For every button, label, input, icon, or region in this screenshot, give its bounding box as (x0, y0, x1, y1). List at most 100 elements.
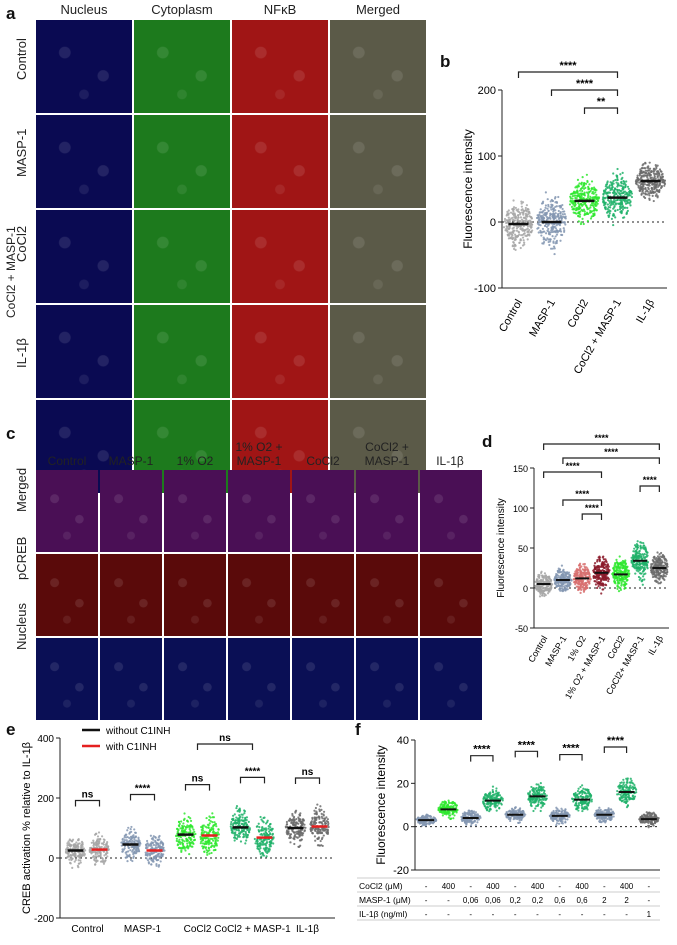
data-point (105, 846, 108, 849)
data-point (461, 812, 465, 815)
data-point (564, 223, 567, 226)
data-point (636, 545, 639, 548)
data-point (642, 175, 645, 178)
data-point (541, 594, 544, 597)
data-point (531, 229, 534, 232)
data-point (559, 204, 562, 207)
data-point (526, 210, 529, 213)
data-point (519, 211, 522, 215)
y-tick-label: 100 (478, 151, 496, 163)
data-point (542, 209, 545, 213)
data-point (316, 828, 319, 831)
data-point (663, 184, 666, 187)
data-point (638, 566, 641, 569)
data-point (441, 814, 444, 817)
data-point (612, 172, 615, 175)
data-point (534, 585, 537, 588)
data-point (469, 824, 473, 827)
micrograph-tile (134, 20, 230, 113)
micrograph-tile (330, 20, 426, 113)
data-point (264, 850, 268, 853)
data-point (659, 581, 663, 584)
data-point (294, 809, 298, 812)
data-point (514, 206, 517, 210)
data-point (536, 227, 539, 230)
data-point (526, 208, 530, 211)
data-point (576, 186, 579, 189)
data-point (90, 851, 93, 854)
data-point (202, 831, 205, 834)
data-point (476, 821, 479, 824)
data-point (551, 215, 554, 218)
col-title-cytoplasm: Cytoplasm (151, 2, 213, 17)
data-point (452, 809, 455, 812)
data-point (269, 842, 272, 845)
data-point (529, 225, 532, 228)
data-point (156, 838, 159, 841)
data-point (655, 564, 658, 567)
data-point (207, 847, 210, 850)
data-point (646, 564, 649, 567)
data-point (596, 569, 599, 572)
data-point (637, 184, 640, 187)
data-point (541, 576, 544, 579)
data-point (512, 247, 516, 251)
data-point (653, 557, 656, 560)
data-point (577, 202, 580, 205)
data-point (455, 804, 458, 807)
data-point (647, 166, 650, 170)
data-point (552, 218, 555, 221)
significance-bracket (517, 71, 619, 78)
significance-bracket (562, 499, 603, 506)
data-point (642, 542, 645, 545)
data-point (653, 167, 656, 170)
data-point (632, 550, 635, 553)
data-point (625, 180, 628, 183)
data-point (526, 227, 529, 230)
significance-label: **** (135, 784, 151, 795)
data-point (94, 863, 97, 866)
panel-label-c: c (6, 424, 16, 443)
significance-label: **** (575, 489, 590, 499)
data-point (561, 221, 565, 224)
data-point (525, 234, 528, 238)
data-point (639, 545, 642, 548)
data-point (239, 815, 242, 818)
data-point (133, 850, 136, 853)
data-point (604, 558, 607, 561)
data-point (267, 850, 270, 853)
data-point (186, 824, 189, 827)
data-point (81, 854, 84, 857)
data-point (575, 574, 578, 577)
data-point (482, 801, 485, 805)
micrograph-tile (232, 20, 328, 113)
data-point (612, 223, 615, 227)
data-point (616, 190, 619, 193)
micrograph-tile (232, 210, 328, 303)
data-point (262, 829, 265, 832)
data-point (584, 574, 587, 577)
data-point (620, 184, 623, 187)
data-point (648, 169, 651, 172)
data-point (553, 252, 556, 256)
data-point (597, 196, 601, 199)
data-point (326, 828, 330, 832)
data-point (258, 830, 261, 833)
data-point (642, 192, 645, 195)
data-point (582, 185, 585, 188)
data-point (260, 855, 263, 858)
data-point (615, 174, 618, 177)
data-point (582, 208, 586, 211)
data-point (510, 233, 514, 236)
data-point (617, 182, 620, 185)
data-point (553, 230, 556, 233)
data-point (645, 189, 649, 192)
x-tick-label: Control (497, 298, 525, 335)
col-title-masp1: MASP-1 (108, 454, 154, 468)
data-point (623, 585, 626, 588)
data-point (176, 844, 179, 847)
data-point (508, 232, 511, 235)
significance-label: ns (302, 767, 314, 778)
data-point (239, 840, 243, 843)
data-point (663, 561, 666, 564)
